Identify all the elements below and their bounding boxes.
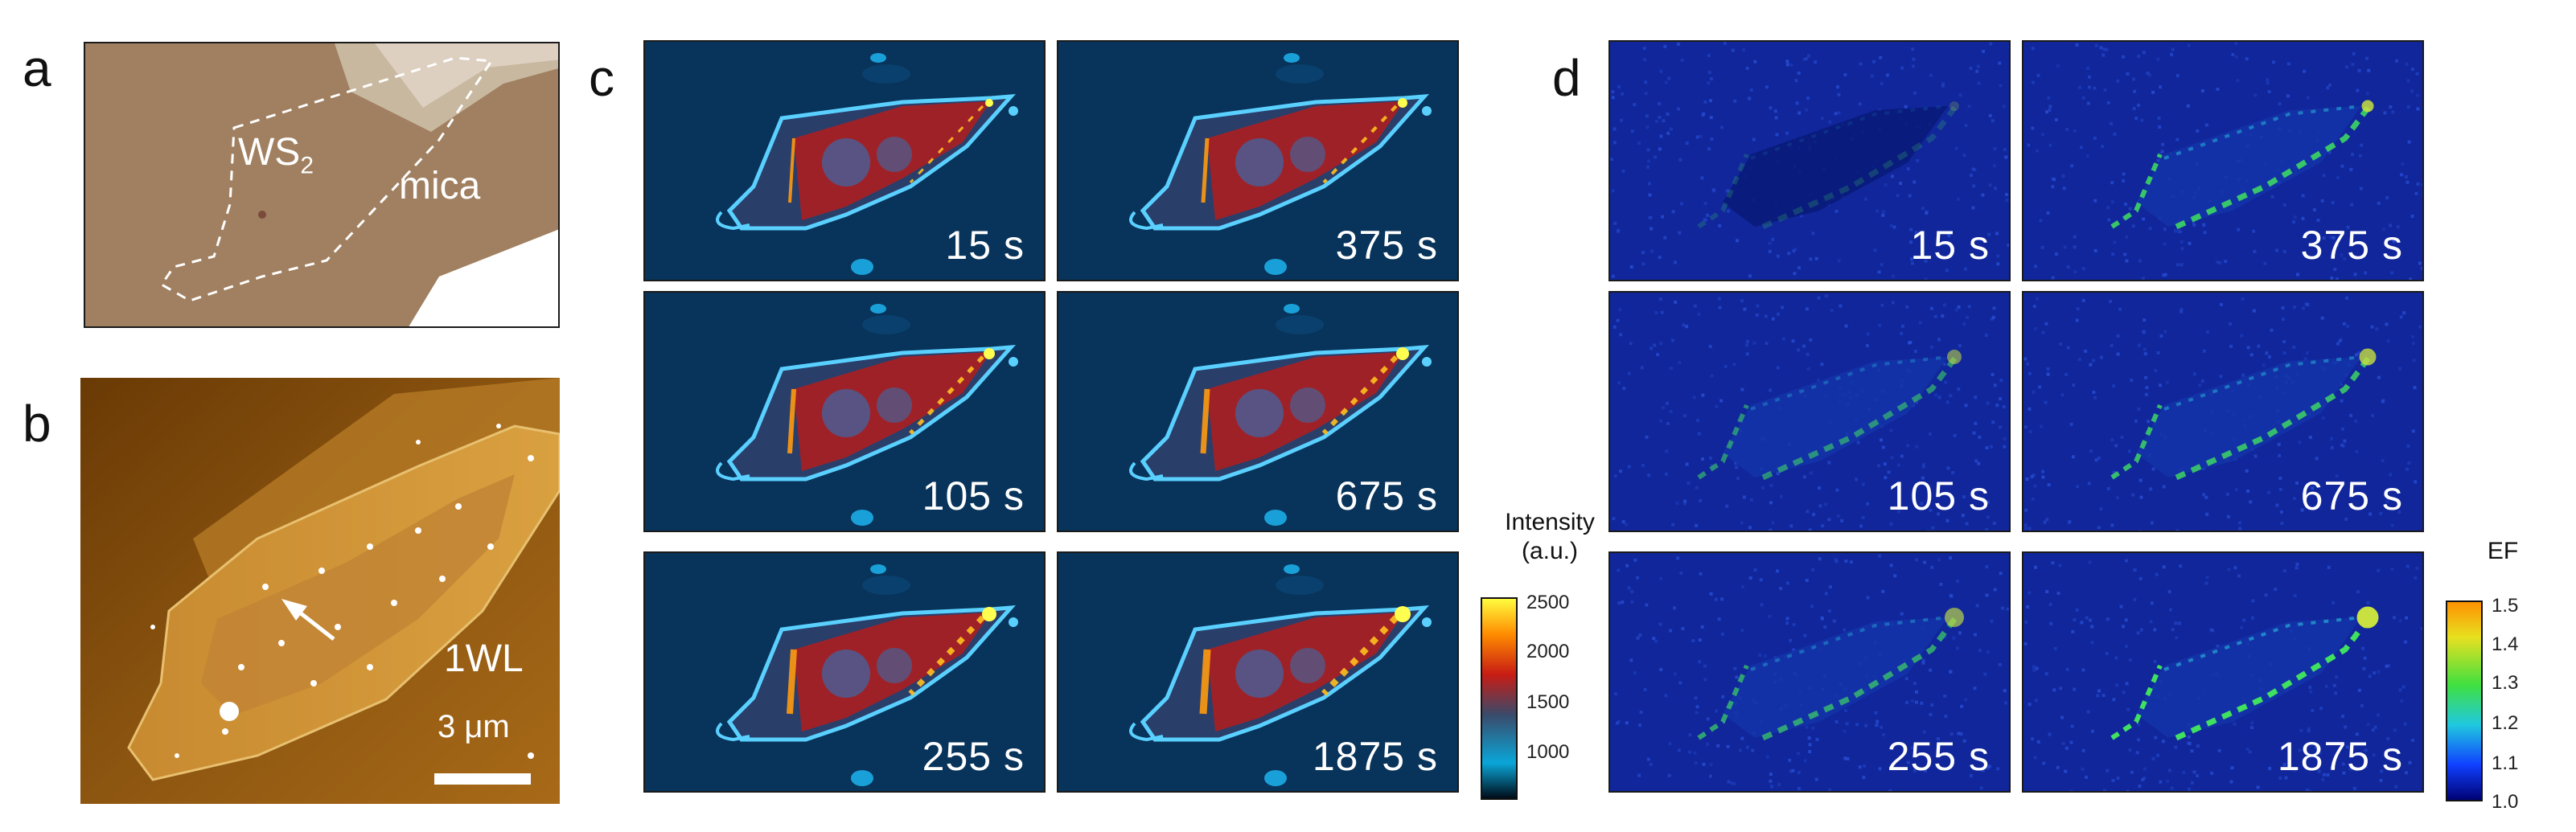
ef-image: 105 s xyxy=(1608,291,2011,532)
ef-image: 255 s xyxy=(1608,551,2011,793)
ef-tick: 1.1 xyxy=(2492,752,2519,774)
time-label: 15 s xyxy=(1910,223,1990,268)
ef-image: 15 s xyxy=(1608,40,2011,281)
arrow-icon xyxy=(281,599,335,641)
intensity-image: 15 s xyxy=(643,40,1046,281)
ef-image: 375 s xyxy=(2022,40,2424,281)
mica-label: mica xyxy=(399,165,481,207)
arrow-label: 1WL xyxy=(444,637,524,680)
intensity-image: 255 s xyxy=(643,551,1046,793)
panel-label-a: a xyxy=(23,39,51,97)
ef-image: 1875 s xyxy=(2022,551,2424,793)
time-label: 255 s xyxy=(922,734,1025,779)
time-label: 105 s xyxy=(922,473,1025,518)
time-label: 675 s xyxy=(2300,473,2403,518)
afm-image xyxy=(80,378,560,804)
optical-image-panel: WS2 mica xyxy=(84,42,560,328)
time-label: 255 s xyxy=(1887,734,1990,779)
intensity-colorbar-title: Intensity (a.u.) xyxy=(1505,509,1595,564)
ws2-label: WS2 xyxy=(238,131,314,179)
time-label: 1875 s xyxy=(2277,734,2403,779)
scalebar-label: 3 μm xyxy=(438,709,510,744)
panel-label-b: b xyxy=(23,395,51,453)
ef-colorbar-title: EF xyxy=(2487,538,2519,564)
panel-label-d: d xyxy=(1552,49,1581,107)
time-label: 15 s xyxy=(945,223,1025,268)
intensity-tick: 2000 xyxy=(1526,641,1570,662)
ef-image: 675 s xyxy=(2022,291,2424,532)
ef-tick: 1.4 xyxy=(2492,633,2519,655)
afm-image-panel: 1WL 3 μm xyxy=(80,378,560,804)
ef-tick: 1.0 xyxy=(2492,791,2519,813)
intensity-image: 675 s xyxy=(1057,291,1459,532)
scale-bar xyxy=(434,773,531,785)
afm-spots xyxy=(150,424,534,759)
optical-image xyxy=(85,43,558,326)
intensity-image: 105 s xyxy=(643,291,1046,532)
panel-label-c: c xyxy=(589,49,614,107)
time-label: 1875 s xyxy=(1312,734,1438,779)
time-label: 105 s xyxy=(1887,473,1990,518)
intensity-tick: 2500 xyxy=(1526,592,1570,613)
intensity-image: 375 s xyxy=(1057,40,1459,281)
ef-tick: 1.3 xyxy=(2492,672,2519,694)
time-label: 675 s xyxy=(1335,473,1438,518)
intensity-tick: 1000 xyxy=(1526,741,1570,763)
time-label: 375 s xyxy=(2300,223,2403,268)
intensity-image: 1875 s xyxy=(1057,551,1459,793)
intensity-colorbar xyxy=(1481,597,1518,800)
ef-tick: 1.5 xyxy=(2492,595,2519,617)
ef-colorbar xyxy=(2446,600,2483,801)
intensity-tick: 1500 xyxy=(1526,691,1570,713)
ef-tick: 1.2 xyxy=(2492,712,2519,734)
time-label: 375 s xyxy=(1335,223,1438,268)
